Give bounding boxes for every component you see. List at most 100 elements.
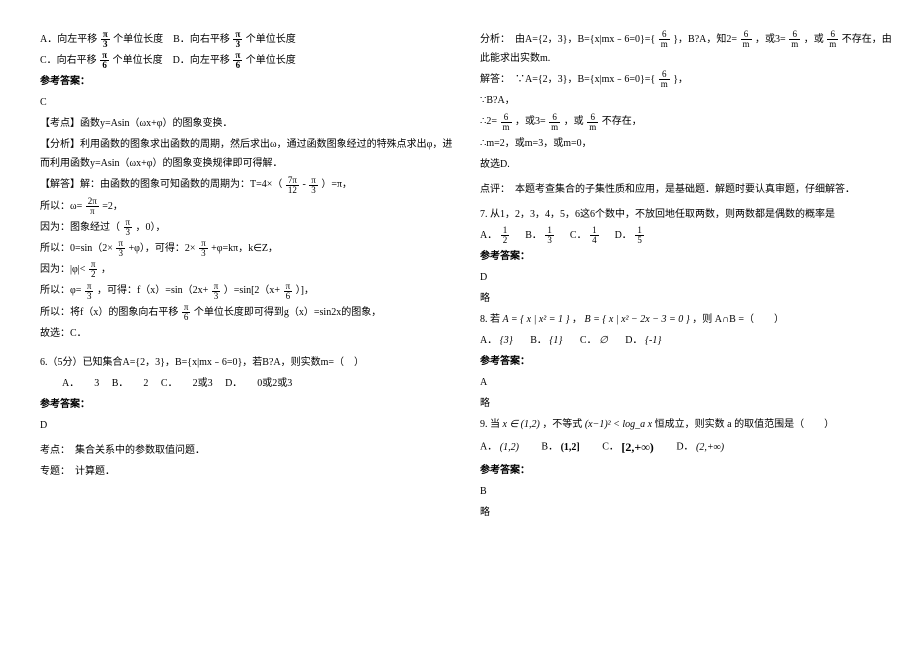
q8oc: C． bbox=[580, 335, 597, 346]
sol5a: 因为：|φ|< bbox=[40, 264, 85, 275]
sv-line-4: ∴m=2，或m=3，或m=0， bbox=[480, 134, 900, 153]
q9b: ，不等式 bbox=[542, 419, 582, 430]
q6: 6.（5分）已知集合A={2，3}，B={x|mx﹣6=0}，若B?A，则实数m… bbox=[40, 353, 460, 372]
frac-pi-6-6c: π6 bbox=[284, 282, 293, 301]
frac-pi-6-d: π6 bbox=[233, 51, 242, 70]
q8ob: B． bbox=[530, 335, 547, 346]
opt-c: C．向右平移 bbox=[40, 55, 97, 66]
sv3a: ∴2= bbox=[480, 116, 497, 127]
an1a: 分析： 由A={2，3}，B={x|mx﹣6=0}={ bbox=[480, 34, 655, 45]
sv1b: }， bbox=[673, 74, 688, 85]
ref-answer-label-5: 参考答案： bbox=[40, 72, 460, 91]
q7d: D． bbox=[615, 230, 632, 241]
q9od-v: (2,+∞) bbox=[696, 438, 724, 457]
sv-line-3: ∴2= 6m ，或3= 6m ，或 6m 不存在， bbox=[480, 112, 900, 131]
frac-7pi-12: 7π12 bbox=[286, 176, 299, 195]
page: A．向左平移 π3 个单位长度 B．向右平移 π3 个单位长度 C．向右平移 π… bbox=[0, 0, 920, 651]
sol1b: ）=π， bbox=[321, 179, 352, 190]
frac-6-m-1: 6m bbox=[659, 30, 670, 49]
frac-pi-3-6a: π3 bbox=[85, 282, 94, 301]
answer-6: D bbox=[40, 416, 460, 435]
ref-answer-label-9: 参考答案： bbox=[480, 461, 900, 480]
q8a: 8. 若 bbox=[480, 314, 500, 325]
q9oa: A． bbox=[480, 442, 497, 453]
sv3d: 不存在， bbox=[602, 116, 642, 127]
q8od-v: {-1} bbox=[645, 331, 661, 350]
q9-x: x ∈ (1,2) bbox=[503, 415, 540, 434]
q6-b: B． 2 bbox=[112, 378, 149, 389]
opt-b: B．向右平移 bbox=[173, 34, 230, 45]
opt-c-tail: 个单位长度 bbox=[113, 55, 163, 66]
q8oa: A． bbox=[480, 335, 497, 346]
ref-answer-label-8: 参考答案： bbox=[480, 352, 900, 371]
an-line-1: 分析： 由A={2，3}，B={x|mx﹣6=0}={ 6m }，B?A，知2=… bbox=[480, 30, 900, 68]
q9a: 9. 当 bbox=[480, 419, 500, 430]
q8oc-v: ∅ bbox=[599, 331, 608, 350]
frac-pi-3: π3 bbox=[101, 30, 110, 49]
topic: 【考点】函数y=Asin（ωx+φ）的图象变换． bbox=[40, 114, 460, 133]
q8b: ， bbox=[572, 314, 582, 325]
frac-pi-3-6b: π3 bbox=[212, 282, 221, 301]
frac-2pi-pi: 2ππ bbox=[86, 197, 99, 216]
sv-line-1: 解答： ∵A={2，3}，B={x|mx﹣6=0}={ 6m }， bbox=[480, 70, 900, 89]
sol-line-5: 因为：|φ|< π2 ， bbox=[40, 260, 460, 279]
q5-option-c-d: C．向右平移 π6 个单位长度 D．向左平移 π6 个单位长度 bbox=[40, 51, 460, 70]
frac-6-m-5: 6m bbox=[659, 70, 670, 89]
answer-8: A bbox=[480, 373, 900, 392]
q9oc-v: [2,+∞) bbox=[621, 436, 653, 459]
frac-pi-6: π6 bbox=[100, 51, 109, 70]
sol7a: 所以：将f（x）的图象向右平移 bbox=[40, 307, 178, 318]
q6-options: A． 3 B． 2 C． 2或3 D． 0或2或3 bbox=[40, 374, 460, 393]
sol2b: =2， bbox=[102, 201, 123, 212]
sol6d: ）]， bbox=[296, 285, 314, 296]
frac-pi-2: π2 bbox=[89, 260, 98, 279]
q8c: ，则 A∩B =（ ） bbox=[692, 314, 784, 325]
sol-line-4: 所以：0=sin（2× π3 +φ），可得：2× π3 +φ=kπ，k∈Z， bbox=[40, 239, 460, 258]
answer-7: D bbox=[480, 268, 900, 287]
minus: - bbox=[302, 179, 308, 190]
right-column: 分析： 由A={2，3}，B={x|mx﹣6=0}={ 6m }，B?A，知2=… bbox=[480, 30, 900, 524]
frac-pi-6-7: π6 bbox=[182, 303, 191, 322]
answer-5: C bbox=[40, 93, 460, 112]
q8od: D． bbox=[625, 335, 642, 346]
q5-option-a-b: A．向左平移 π3 个单位长度 B．向右平移 π3 个单位长度 bbox=[40, 30, 460, 49]
opt-b-tail: 个单位长度 bbox=[246, 34, 296, 45]
sol3b: ，0）， bbox=[136, 222, 166, 233]
opt-d: D．向左平移 bbox=[173, 55, 230, 66]
q7b: B． bbox=[525, 230, 542, 241]
frac-6-m-4: 6m bbox=[827, 30, 838, 49]
frac-6-m-2: 6m bbox=[741, 30, 752, 49]
sv-line-2: ∵B?A， bbox=[480, 91, 900, 110]
frac-pi-3-s: π3 bbox=[309, 176, 318, 195]
q9oc: C． bbox=[602, 442, 619, 453]
omit-7: 略 bbox=[480, 289, 900, 308]
sol5b: ， bbox=[101, 264, 111, 275]
q8-set-b: B = { x | x² − 2x − 3 = 0 } bbox=[585, 310, 690, 329]
q6-a: A． 3 bbox=[62, 378, 99, 389]
q6-d: D． 0或2或3 bbox=[225, 378, 292, 389]
sv1a: 解答： ∵A={2，3}，B={x|mx﹣6=0}={ bbox=[480, 74, 655, 85]
frac-pi-3-4b: π3 bbox=[199, 239, 208, 258]
sv-line-5: 故选D. bbox=[480, 155, 900, 174]
answer-9: B bbox=[480, 482, 900, 501]
opt-a-tail: 个单位长度 bbox=[113, 34, 163, 45]
sv3b: ，或3= bbox=[515, 116, 546, 127]
sol3a: 因为：图象经过（ bbox=[40, 222, 120, 233]
ref-answer-label-6: 参考答案： bbox=[40, 395, 460, 414]
q8: 8. 若 A = { x | x² = 1 } ， B = { x | x² −… bbox=[480, 310, 900, 329]
analysis: 【分析】利用函数的图象求出函数的周期，然后求出ω，通过函数图象经过的特殊点求出φ… bbox=[40, 135, 460, 173]
omit-8: 略 bbox=[480, 394, 900, 413]
sol-line-1: 【解答】解：由函数的图象可知函数的周期为：T=4×（ 7π12 - π3 ）=π… bbox=[40, 175, 460, 194]
an1c: ，或3= bbox=[755, 34, 786, 45]
frac-6-m-6: 6m bbox=[501, 113, 512, 132]
q6-c: C． 2或3 bbox=[161, 378, 213, 389]
comment: 点评： 本题考查集合的子集性质和应用，是基础题．解题时要认真审题，仔细解答． bbox=[480, 180, 900, 199]
q7c-frac: 14 bbox=[590, 226, 599, 245]
q8-set-a: A = { x | x² = 1 } bbox=[503, 310, 570, 329]
sol7b: 个单位长度即可得到g（x）=sin2x的图象， bbox=[194, 307, 381, 318]
q9od: D． bbox=[676, 442, 693, 453]
q7-options: A． 12 B． 13 C． 14 D． 15 bbox=[480, 226, 900, 245]
sol1a: 【解答】解：由函数的图象可知函数的周期为：T=4×（ bbox=[40, 179, 282, 190]
q7b-frac: 13 bbox=[545, 226, 554, 245]
an1b: }，B?A，知2= bbox=[673, 34, 737, 45]
